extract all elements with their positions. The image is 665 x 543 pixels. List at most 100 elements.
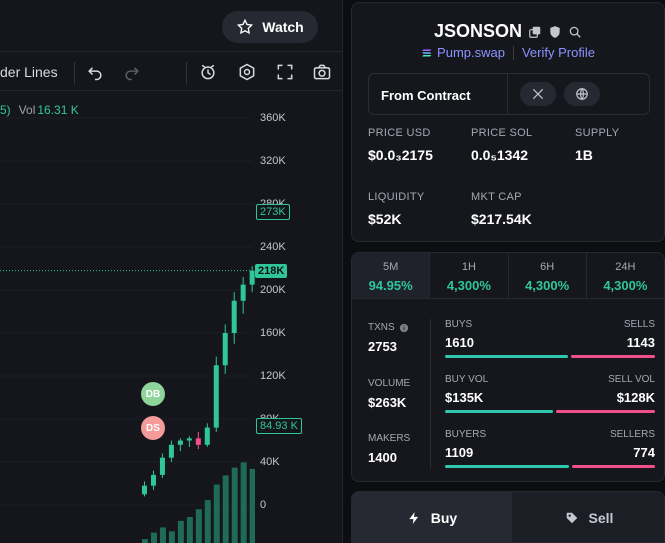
token-subheader: Pump.swap Verify Profile — [352, 45, 664, 60]
axis-tick-label: 40K — [260, 456, 280, 468]
lightning-icon — [409, 512, 418, 524]
settings-hexagon-icon[interactable] — [236, 61, 258, 83]
volume-bar — [240, 462, 247, 543]
candlestick-chart[interactable] — [0, 92, 255, 543]
contract-box: From Contract — [368, 73, 650, 115]
sell-vol-label: SELL VOL — [608, 374, 655, 385]
tab-label: 6H — [540, 261, 555, 273]
fullscreen-icon[interactable] — [274, 61, 296, 83]
stat-liquidity: LIQUIDITY $52K — [368, 191, 425, 227]
solana-icon — [422, 49, 432, 56]
stat-label: PRICE SOL — [471, 127, 533, 139]
buy-tab-button[interactable]: Buy — [352, 492, 512, 542]
buys-label: BUYS — [445, 319, 473, 330]
volume-bar — [186, 517, 193, 543]
search-icon[interactable] — [568, 25, 582, 39]
undo-icon[interactable] — [84, 61, 106, 83]
current-price-tag: 218K — [255, 264, 288, 278]
txns-value: 2753 — [368, 339, 397, 354]
shield-icon[interactable] — [548, 25, 562, 39]
candle-body — [159, 457, 165, 475]
stat-value: $52K — [368, 211, 402, 227]
chart-top-bar: Watch — [0, 0, 343, 52]
sellers-label: SELLERS — [609, 429, 655, 440]
axis-tick-label: 320K — [260, 155, 286, 167]
tab-label: 1H — [461, 261, 476, 273]
makers-label: MAKERS — [368, 433, 411, 444]
toolbar-divider — [74, 62, 75, 84]
stat-label: MKT CAP — [471, 191, 522, 203]
buyers-value: 1109 — [445, 445, 474, 460]
candle-body — [240, 284, 246, 301]
volume-bar — [195, 509, 202, 543]
axis-tick-label: 200K — [260, 284, 286, 296]
volume-bar — [142, 539, 148, 543]
txns-stat: TXNS 2753 — [368, 322, 409, 354]
token-name: JSONSON — [433, 21, 523, 41]
volume-bar — [204, 500, 211, 543]
candle-body — [168, 444, 174, 458]
toolbar-divider — [186, 62, 187, 84]
dev-sell-marker[interactable]: DS — [141, 416, 165, 440]
volume-bar — [231, 467, 238, 543]
candle-body — [204, 427, 210, 445]
makers-value: 1400 — [368, 450, 397, 465]
sells-value: 1143 — [626, 335, 655, 350]
candle-body — [231, 300, 237, 333]
redo-icon[interactable] — [121, 61, 143, 83]
dev-buy-marker[interactable]: DB — [141, 382, 165, 406]
timeframe-stats-card: 5M 94.95% 1H 4,300% 6H 4,300% 24H 4,300%… — [351, 252, 665, 482]
trade-box: Buy Sell — [351, 491, 665, 543]
contract-divider — [507, 74, 508, 114]
watch-label: Watch — [262, 19, 304, 35]
buys-bar — [445, 355, 568, 358]
copy-icon[interactable] — [528, 25, 542, 39]
candle-body — [213, 365, 219, 428]
stat-price-usd: PRICE USD $0.0₃2175 — [368, 127, 433, 163]
legend-paren: 5) — [0, 103, 11, 117]
website-globe-icon[interactable] — [564, 82, 600, 106]
volume-bar — [222, 475, 229, 543]
stat-supply: SUPPLY 1B — [575, 127, 619, 163]
sell-tab-button[interactable]: Sell — [512, 492, 664, 542]
buys-value: 1610 — [445, 335, 474, 350]
candle-body — [249, 270, 255, 285]
buy-vol-value: $135K — [445, 390, 484, 405]
vol-value: 16.31 K — [37, 103, 79, 117]
tab-1h[interactable]: 1H 4,300% — [430, 253, 509, 298]
camera-icon[interactable] — [311, 61, 333, 83]
sub-divider — [512, 45, 514, 60]
tab-5m[interactable]: 5M 94.95% — [352, 253, 431, 298]
tab-change: 4,300% — [446, 278, 491, 293]
axis-tick-label: 160K — [260, 327, 286, 339]
volume-tag: 84.93 K — [256, 418, 302, 434]
stat-value: 0.0₅1342 — [471, 147, 529, 163]
volume-bar — [177, 520, 184, 543]
verify-profile-link[interactable]: Verify Profile — [521, 45, 595, 60]
tab-24h[interactable]: 24H 4,300% — [587, 253, 664, 298]
indicator-menu[interactable]: der Lines — [0, 64, 58, 80]
tab-change: 94.95% — [368, 278, 413, 293]
tab-change: 4,300% — [603, 278, 648, 293]
candle-body — [177, 440, 183, 445]
axis-tick-label: 120K — [260, 370, 286, 382]
token-info-card: JSONSON Pump.swap Verify Profile From Co… — [351, 2, 665, 242]
watch-button[interactable]: Watch — [222, 11, 318, 43]
buyers-bar — [445, 465, 569, 468]
buy-sell-volume-row: BUY VOL SELL VOL $135K $128K — [445, 374, 655, 413]
volume-bar — [159, 527, 166, 543]
dex-link[interactable]: Pump.swap — [421, 45, 505, 60]
x-twitter-icon[interactable] — [520, 82, 556, 106]
buy-vol-bar — [445, 410, 553, 413]
volume-legend: 5) Vol 16.31 K — [0, 103, 79, 117]
buy-label: Buy — [430, 510, 458, 526]
axis-tick-label: 360K — [260, 112, 286, 124]
alert-clock-icon[interactable] — [197, 61, 219, 83]
tab-6h[interactable]: 6H 4,300% — [509, 253, 587, 298]
volume-bar — [168, 531, 175, 543]
buyers-label: BUYERS — [445, 429, 487, 440]
candle-body — [186, 438, 192, 441]
info-icon[interactable] — [399, 323, 409, 333]
tab-change: 4,300% — [525, 278, 570, 293]
